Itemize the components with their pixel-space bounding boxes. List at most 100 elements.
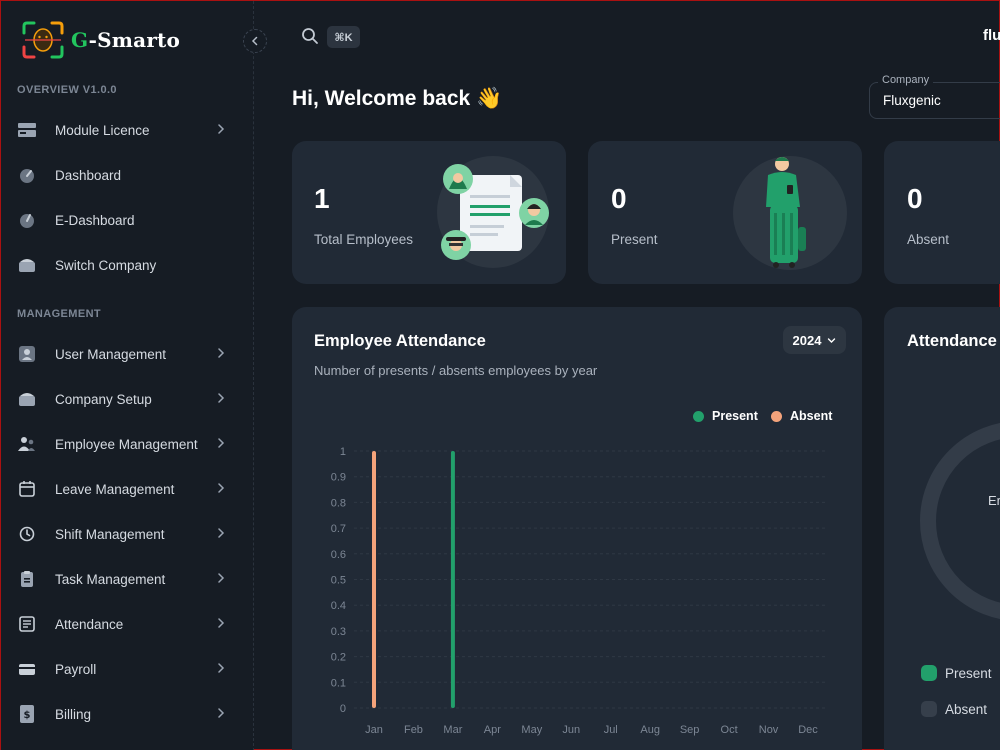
y-tick-label: 0.3 — [331, 626, 346, 638]
chevron-right-icon — [217, 392, 225, 406]
stat-label: Present — [611, 232, 658, 247]
sidebar-item-attendance[interactable]: Attendance — [1, 604, 241, 644]
x-tick-label: Jul — [604, 724, 618, 736]
sidebar-item-shift-management[interactable]: Shift Management — [1, 514, 241, 554]
svg-text:$: $ — [24, 710, 31, 721]
y-tick-label: 0.6 — [331, 549, 346, 561]
x-tick-label: Feb — [404, 724, 423, 736]
sidebar-item-user-management[interactable]: User Management — [1, 334, 241, 374]
bar-present-mar[interactable] — [450, 451, 455, 708]
x-tick-label: Jan — [365, 724, 383, 736]
sidebar-item-label: Billing — [55, 706, 92, 722]
x-tick-label: Mar — [443, 724, 462, 736]
chevron-right-icon — [217, 572, 225, 586]
sidebar-item-leave-management[interactable]: Leave Management — [1, 469, 241, 509]
page-title: Hi, Welcome back 👋 — [292, 87, 503, 110]
sidebar-item-switch-company[interactable]: Switch Company — [1, 245, 241, 285]
chevron-right-icon — [217, 347, 225, 361]
stat-label: Absent — [907, 232, 950, 247]
licence-icon — [17, 120, 37, 140]
clock-icon — [17, 524, 37, 544]
x-tick-label: Oct — [721, 724, 738, 736]
y-tick-label: 0.9 — [331, 472, 346, 484]
billing-icon: $ — [17, 704, 37, 724]
chevron-right-icon — [217, 437, 225, 451]
sidebar-item-label: Shift Management — [55, 526, 165, 542]
brand[interactable]: G-Smarto — [21, 21, 180, 59]
sidebar-item-employee-management[interactable]: Employee Management — [1, 424, 241, 464]
x-tick-label: Dec — [798, 724, 818, 736]
sidebar-item-dashboard[interactable]: Dashboard — [1, 155, 241, 195]
card-icon — [17, 659, 37, 679]
sidebar-item-e-dashboard[interactable]: E-Dashboard — [1, 200, 241, 240]
sidebar-item-task-management[interactable]: Task Management — [1, 559, 241, 599]
chevron-right-icon — [217, 617, 225, 631]
legend-item-present[interactable]: Present — [693, 409, 758, 423]
legend-item-absent[interactable]: Absent — [771, 409, 832, 423]
x-tick-label: Apr — [484, 724, 501, 736]
y-tick-label: 0 — [340, 703, 346, 715]
stat-value: 0 — [907, 183, 923, 214]
logo-icon — [21, 21, 65, 59]
sidebar-item-billing[interactable]: $ Billing — [1, 694, 241, 734]
sidebar-item-label: Payroll — [55, 661, 97, 677]
section-title-management: MANAGEMENT — [17, 308, 102, 320]
sidebar-item-label: Leave Management — [55, 481, 175, 497]
chevron-right-icon — [217, 123, 225, 137]
chart-title: Employee Attendance — [314, 332, 486, 350]
attendance-icon — [17, 614, 37, 634]
collapse-sidebar-button[interactable] — [243, 29, 267, 53]
x-tick-label: Aug — [640, 724, 660, 736]
search-shortcut-badge[interactable]: ⌘K — [327, 26, 360, 48]
y-tick-label: 0.2 — [331, 652, 346, 664]
sidebar-item-label: Module Licence — [55, 122, 150, 138]
stat-card-absent: 0 Absent — [884, 141, 1000, 284]
attendance-summary-card: Er — [884, 307, 1000, 750]
x-tick-label: Jun — [562, 724, 580, 736]
sidebar-item-company-setup[interactable]: Company Setup — [1, 379, 241, 419]
y-tick-label: 1 — [340, 446, 346, 458]
x-tick-label: Sep — [680, 724, 700, 736]
y-tick-label: 0.8 — [331, 497, 346, 509]
x-tick-label: May — [521, 724, 542, 736]
summary-legend-absent[interactable]: Absent — [921, 701, 987, 717]
sidebar: G-Smarto OVERVIEW V1.0.0 MANAGEMENT Modu… — [1, 1, 254, 750]
calendar-icon — [17, 479, 37, 499]
user-name[interactable]: flu — [983, 27, 1000, 44]
sidebar-item-label: Attendance — [55, 616, 124, 632]
sidebar-item-label: E-Dashboard — [55, 212, 135, 228]
bar-absent-jan[interactable] — [372, 451, 376, 708]
company-select[interactable] — [869, 82, 1000, 119]
y-tick-label: 0.4 — [331, 600, 346, 612]
search-icon[interactable] — [301, 27, 319, 50]
employees-document-illustration — [441, 164, 549, 260]
chevron-left-icon — [251, 36, 258, 46]
legend-label: Absent — [945, 701, 988, 717]
employees-icon — [17, 434, 37, 454]
section-title-overview: OVERVIEW V1.0.0 — [17, 84, 117, 96]
chevron-right-icon — [217, 527, 225, 541]
y-tick-label: 0.7 — [331, 523, 346, 535]
legend-dot-absent — [771, 410, 782, 422]
y-tick-label: 0.5 — [331, 575, 346, 587]
company-select-value[interactable]: Fluxgenic — [883, 93, 941, 108]
donut-center-label: Er — [988, 493, 1000, 508]
chart-subtitle: Number of presents / absents employees b… — [314, 363, 598, 378]
year-select[interactable]: 2024 — [783, 326, 846, 354]
chevron-right-icon — [217, 707, 225, 721]
brand-name: G-Smarto — [71, 28, 181, 52]
company-select-label: Company — [878, 74, 934, 86]
stat-label: Total Employees — [314, 232, 414, 247]
sidebar-item-label: User Management — [55, 346, 167, 362]
attendance-summary-title: Attendance — [907, 332, 997, 350]
clipboard-icon — [17, 569, 37, 589]
traveler-illustration — [766, 157, 806, 268]
sidebar-item-label: Task Management — [55, 571, 166, 587]
sidebar-item-payroll[interactable]: Payroll — [1, 649, 241, 689]
attendance-donut-chart — [920, 423, 1000, 619]
summary-legend-present[interactable]: Present — [921, 665, 992, 681]
sidebar-item-module-licence[interactable]: Module Licence — [1, 110, 241, 150]
sidebar-item-label: Switch Company — [55, 257, 157, 273]
legend-label: Present — [712, 409, 758, 423]
y-tick-label: 0.1 — [331, 677, 346, 689]
